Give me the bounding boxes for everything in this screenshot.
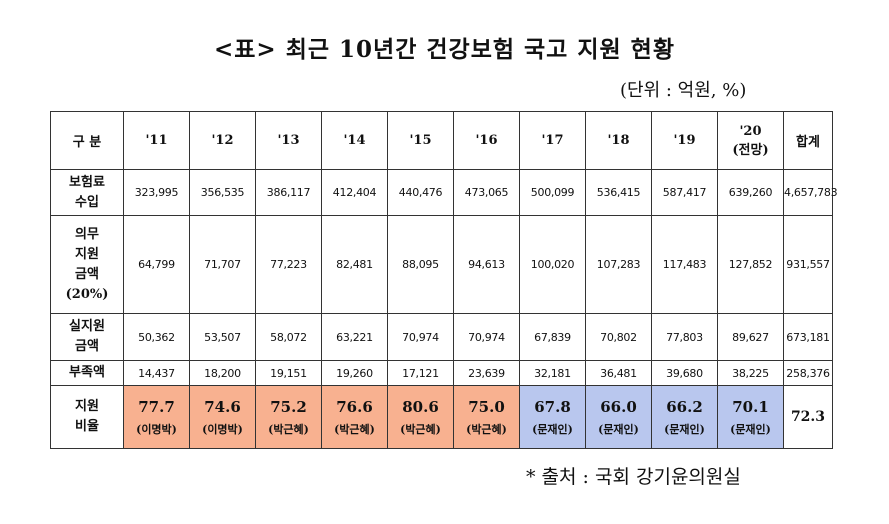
table-cell: 19,151 xyxy=(255,360,322,386)
rate-cell-total: 72.3 xyxy=(783,385,833,449)
table-cell: 77,803 xyxy=(651,313,718,361)
support-table: 구 분 '11 '12 '13 '14 '15 '16 '17 '18 '19 … xyxy=(50,111,838,449)
table-title: <표> 최근 10년간 건강보험 국고 지원 현황 xyxy=(214,36,675,63)
table-cell: 71,707 xyxy=(189,215,256,314)
header-year: '13 xyxy=(255,111,322,170)
header-year: '16 xyxy=(453,111,520,170)
table-cell: 58,072 xyxy=(255,313,322,361)
header-total: 합계 xyxy=(783,111,833,170)
table-cell: 14,437 xyxy=(123,360,190,386)
header-year: '18 xyxy=(585,111,652,170)
table-row: 보험료 수입 323,995 356,535 386,117 412,404 44… xyxy=(50,169,838,216)
table-cell: 63,221 xyxy=(321,313,388,361)
rate-cell: 67.8 (문재인) xyxy=(519,385,586,449)
row-label: 보험료 수입 xyxy=(50,169,124,216)
header-year: '12 xyxy=(189,111,256,170)
rate-cell: 76.6 (박근혜) xyxy=(321,385,388,449)
table-cell: 473,065 xyxy=(453,169,520,216)
table-cell: 70,974 xyxy=(387,313,454,361)
table-row: 의무 지원 금액 (20%) 64,799 71,707 77,223 82,481 … xyxy=(50,215,833,314)
table-cell: 64,799 xyxy=(123,215,190,314)
source-note: * 출처 : 국회 강기윤의원실 xyxy=(526,466,741,488)
row-label: 실지원 금액 xyxy=(50,313,124,361)
table-cell: 70,974 xyxy=(453,313,520,361)
table-cell: 89,627 xyxy=(717,313,784,361)
support-rate-row: 지원 비율 77.7 (이명박) 74.6 (이명박) 75.2 (박근혜) 76.6(… xyxy=(50,385,833,449)
rate-cell: 75.0 (박근혜) xyxy=(453,385,520,449)
table-cell: 17,121 xyxy=(387,360,454,386)
header-year: '19 xyxy=(651,111,718,170)
header-row: 구 분 '11 '12 '13 '14 '15 '16 '17 '18 '19 … xyxy=(50,111,833,170)
table-cell: 38,225 xyxy=(717,360,784,386)
table-cell: 23,639 xyxy=(453,360,520,386)
table-cell: 356,535 xyxy=(189,169,256,216)
table-cell-total: 931,557 xyxy=(783,215,833,314)
header-forecast-label: (전망) xyxy=(732,142,769,158)
table-cell: 67,839 xyxy=(519,313,586,361)
row-label: 부족액 xyxy=(50,360,124,386)
table-cell: 94,613 xyxy=(453,215,520,314)
table-cell: 500,099 xyxy=(519,169,586,216)
header-year: '11 xyxy=(123,111,190,170)
rate-cell: 66.2 (문재인) xyxy=(651,385,718,449)
table-cell: 107,283 xyxy=(585,215,652,314)
table-cell: 536,415 xyxy=(585,169,652,216)
rate-cell: 66.0 (문재인) xyxy=(585,385,652,449)
rate-cell: 80.6 (박근혜) xyxy=(387,385,454,449)
table-cell-total: 673,181 xyxy=(783,313,833,361)
rate-cell: 77.7 (이명박) xyxy=(123,385,190,449)
table-cell: 32,181 xyxy=(519,360,586,386)
table-cell: 70,802 xyxy=(585,313,652,361)
header-year: '15 xyxy=(387,111,454,170)
rate-cell: 74.6 (이명박) xyxy=(189,385,256,449)
unit-label: (단위 : 억원, %) xyxy=(620,80,747,101)
table-cell: 53,507 xyxy=(189,313,256,361)
table-cell: 117,483 xyxy=(651,215,718,314)
table-cell-total: 4,657,783 xyxy=(783,169,838,216)
header-year-label: '20 xyxy=(739,123,762,139)
header-year-2020: '20 (전망) xyxy=(717,111,784,170)
table-cell: 412,404 xyxy=(321,169,388,216)
table-cell: 587,417 xyxy=(651,169,718,216)
table-cell: 639,260 xyxy=(717,169,784,216)
table-cell: 127,852 xyxy=(717,215,784,314)
table-cell: 82,481 xyxy=(321,215,388,314)
table-row: 부족액 14,437 18,200 19,151 19,260 17,121 2… xyxy=(50,360,833,386)
table-cell: 36,481 xyxy=(585,360,652,386)
table-cell: 386,117 xyxy=(255,169,322,216)
table-cell: 77,223 xyxy=(255,215,322,314)
table-row: 실지원 금액 50,362 53,507 58,072 63,221 70,974… xyxy=(50,313,833,361)
row-label: 의무 지원 금액 (20%) xyxy=(50,215,124,314)
table-cell: 39,680 xyxy=(651,360,718,386)
header-category: 구 분 xyxy=(50,111,124,170)
table-cell: 50,362 xyxy=(123,313,190,361)
table-cell: 19,260 xyxy=(321,360,388,386)
header-year: '17 xyxy=(519,111,586,170)
rate-cell: 70.1 (문재인) xyxy=(717,385,784,449)
table-cell-total: 258,376 xyxy=(783,360,833,386)
table-cell: 100,020 xyxy=(519,215,586,314)
table-cell: 88,095 xyxy=(387,215,454,314)
rate-cell: 75.2 (박근혜) xyxy=(255,385,322,449)
table-cell: 323,995 xyxy=(123,169,190,216)
header-year: '14 xyxy=(321,111,388,170)
table-cell: 440,476 xyxy=(387,169,454,216)
row-label: 지원 비율 xyxy=(50,385,124,449)
table-cell: 18,200 xyxy=(189,360,256,386)
